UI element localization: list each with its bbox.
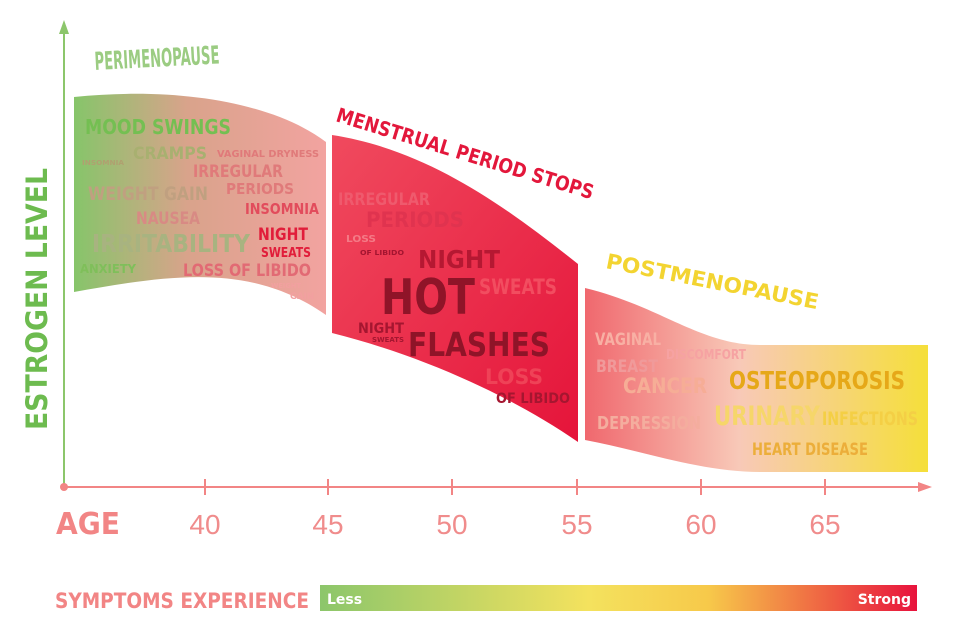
perimenopause-title: PERIMENOPAUSE xyxy=(94,40,220,76)
symptom-breast: BREAST xyxy=(596,357,658,377)
svg-text:POSTMENOPAUSE: POSTMENOPAUSE xyxy=(604,249,821,314)
legend-strong: Strong xyxy=(858,592,911,608)
y-axis-label: ESTROGEN LEVEL xyxy=(20,168,54,430)
tick-label-40: 40 xyxy=(189,509,220,540)
symptom-irregular: IRREGULAR xyxy=(193,162,283,182)
symptom-depression: DEPRESSION xyxy=(597,413,701,434)
symptom-discomfort: DISCOMFORT xyxy=(666,348,746,363)
symptom-sweats-2: SWEATS xyxy=(479,275,557,299)
symptom-irregular-2: IRREGULAR xyxy=(338,190,430,210)
tick-label-55: 55 xyxy=(561,509,592,540)
symptom-loss-2: LOSS xyxy=(346,234,376,245)
perimenopause-symptoms: MOOD SWINGS CRAMPS INSOMNIA VAGINAL DRYN… xyxy=(80,115,319,302)
tick-label-60: 60 xyxy=(685,509,716,540)
x-axis-label: AGE xyxy=(56,507,120,542)
menstrual-symptoms: IRREGULAR PERIODS LOSS OF LIBIDO NIGHT H… xyxy=(338,190,570,407)
symptom-weight: WEIGHT xyxy=(271,282,301,290)
postmenopause-symptoms: VAGINAL DISCOMFORT BREAST CANCER OSTEOPO… xyxy=(595,330,918,460)
symptom-cancer: CANCER xyxy=(623,374,707,398)
perimenopause-band xyxy=(74,93,326,315)
x-axis xyxy=(60,479,932,495)
legend-gradient-bar xyxy=(320,585,917,611)
postmenopause-band xyxy=(585,288,928,472)
symptom-night: NIGHT xyxy=(258,225,308,245)
postmenopause-title: POSTMENOPAUSE xyxy=(604,249,821,314)
symptom-gain: GAIN xyxy=(290,292,314,302)
y-axis xyxy=(59,20,69,487)
tick-label-50: 50 xyxy=(436,509,467,540)
symptom-insomnia-small: INSOMNIA xyxy=(82,159,125,167)
symptom-sweats-small: SWEATS xyxy=(372,336,404,344)
symptom-urinary: URINARY xyxy=(714,401,820,432)
symptom-night-small: NIGHT xyxy=(358,321,404,337)
symptom-osteoporosis: OSTEOPOROSIS xyxy=(729,366,905,395)
symptom-loss-of-libido: LOSS OF LIBIDO xyxy=(183,261,311,281)
tick-label-65: 65 xyxy=(809,509,840,540)
symptom-loss-big: LOSS xyxy=(485,365,543,389)
symptom-flashes: FLASHES xyxy=(408,325,550,364)
symptom-of-libido-small: OF LIBIDO xyxy=(360,249,404,257)
symptom-night-2: NIGHT xyxy=(418,245,500,274)
symptom-vaginal: VAGINAL xyxy=(595,330,661,350)
symptom-insomnia: INSOMNIA xyxy=(245,200,319,218)
symptom-hot: HOT xyxy=(381,269,475,326)
symptom-periods-2: PERIODS xyxy=(366,208,464,232)
menstrual-stop-band xyxy=(332,135,578,442)
symptom-infections: INFECTIONS xyxy=(822,408,918,430)
symptom-sweats: SWEATS xyxy=(261,246,311,261)
symptom-of-libido: OF LIBIDO xyxy=(496,391,570,407)
legend-label: SYMPTOMS EXPERIENCE xyxy=(55,589,309,613)
symptom-vaginal-dryness: VAGINAL DRYNESS xyxy=(217,149,319,160)
symptom-cramps: CRAMPS xyxy=(133,144,207,164)
symptom-mood-swings: MOOD SWINGS xyxy=(85,115,231,139)
symptom-periods: PERIODS xyxy=(226,180,294,198)
tick-label-45: 45 xyxy=(312,509,343,540)
symptom-nausea: NAUSEA xyxy=(136,209,201,229)
svg-text:PERIMENOPAUSE: PERIMENOPAUSE xyxy=(94,40,220,76)
symptom-anxiety: ANXIETY xyxy=(80,262,136,276)
symptom-heart-disease: HEART DISEASE xyxy=(752,440,868,460)
legend-less: Less xyxy=(327,592,362,608)
symptom-weight-gain: WEIGHT GAIN xyxy=(88,183,208,205)
symptom-irritability: IRRITABILITY xyxy=(92,229,251,258)
